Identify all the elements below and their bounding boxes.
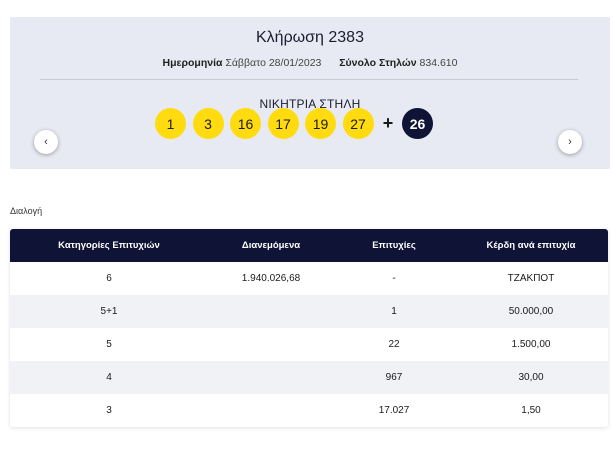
winners-cell: 22 [388,339,400,350]
table-header: Κατηγορίες Επιτυχιών Διανεμόμενα Επιτυχί… [10,229,608,262]
table-row: 5 22 1.500,00 [10,328,608,361]
number-ball: 27 [342,108,374,139]
header-winners: Επιτυχίες [372,240,416,251]
previous-draw-button[interactable]: ‹ [34,130,58,154]
date-label: Ημερομηνία [162,57,223,69]
selection-label: Διαλογή [10,206,43,216]
category-cell: 6 [106,273,112,284]
category-cell: 5+1 [100,306,118,317]
draw-card: Κλήρωση 2383 Ημερομηνία Σάββατο 28/01/20… [10,17,610,169]
next-draw-button[interactable]: › [558,130,582,154]
category-cell: 4 [106,372,112,383]
winners-cell: 17.027 [378,405,410,416]
divider [40,79,578,80]
date-value: Σάββατο 28/01/2023 [225,57,322,69]
prize-table: Κατηγορίες Επιτυχιών Διανεμόμενα Επιτυχί… [10,229,608,427]
prize-cell: 50.000,00 [508,306,554,317]
draw-meta: Ημερομηνία Σάββατο 28/01/2023 Σύνολο Στη… [10,57,610,69]
distributed-cell: 1.940.026,68 [241,273,301,284]
prize-cell: 30,00 [518,372,544,383]
table-row: 5+1 1 50.000,00 [10,295,608,328]
category-cell: 5 [106,339,112,350]
columns-value: 834.610 [419,57,458,69]
number-ball: 19 [305,108,336,139]
number-ball: 16 [230,108,261,139]
number-ball: 17 [267,108,299,139]
prize-cell: 1,50 [521,405,541,416]
table-row: 3 17.027 1,50 [10,394,608,427]
winners-cell: 1 [391,306,397,317]
plus-sign: + [382,113,394,133]
header-distributed: Διανεμόμενα [241,240,301,251]
chevron-left-icon: ‹ [44,136,48,148]
draw-title: Κλήρωση 2383 [256,29,364,46]
table-row: 6 1.940.026,68 - ΤΖΑΚΠΟΤ [10,262,608,295]
header-prize: Κέρδη ανά επιτυχία [486,240,576,251]
table-row: 4 967 30,00 [10,361,608,394]
columns-label: Σύνολο Στηλών [339,57,417,69]
joker-ball: 26 [402,108,433,139]
winning-column-title: ΝΙΚΗΤΡΙΑ ΣΤΗΛΗ [259,97,361,111]
category-cell: 3 [106,405,112,416]
winners-cell: 967 [385,372,403,383]
winners-cell: - [392,273,396,284]
number-ball: 3 [192,108,224,139]
header-categories: Κατηγορίες Επιτυχιών [58,240,160,251]
chevron-right-icon: › [568,136,572,148]
prize-cell: ΤΖΑΚΠΟΤ [507,273,555,284]
number-ball: 1 [155,108,186,139]
winning-numbers: 1 3 16 17 19 27 + 26 [155,108,433,139]
prize-cell: 1.500,00 [511,339,551,350]
